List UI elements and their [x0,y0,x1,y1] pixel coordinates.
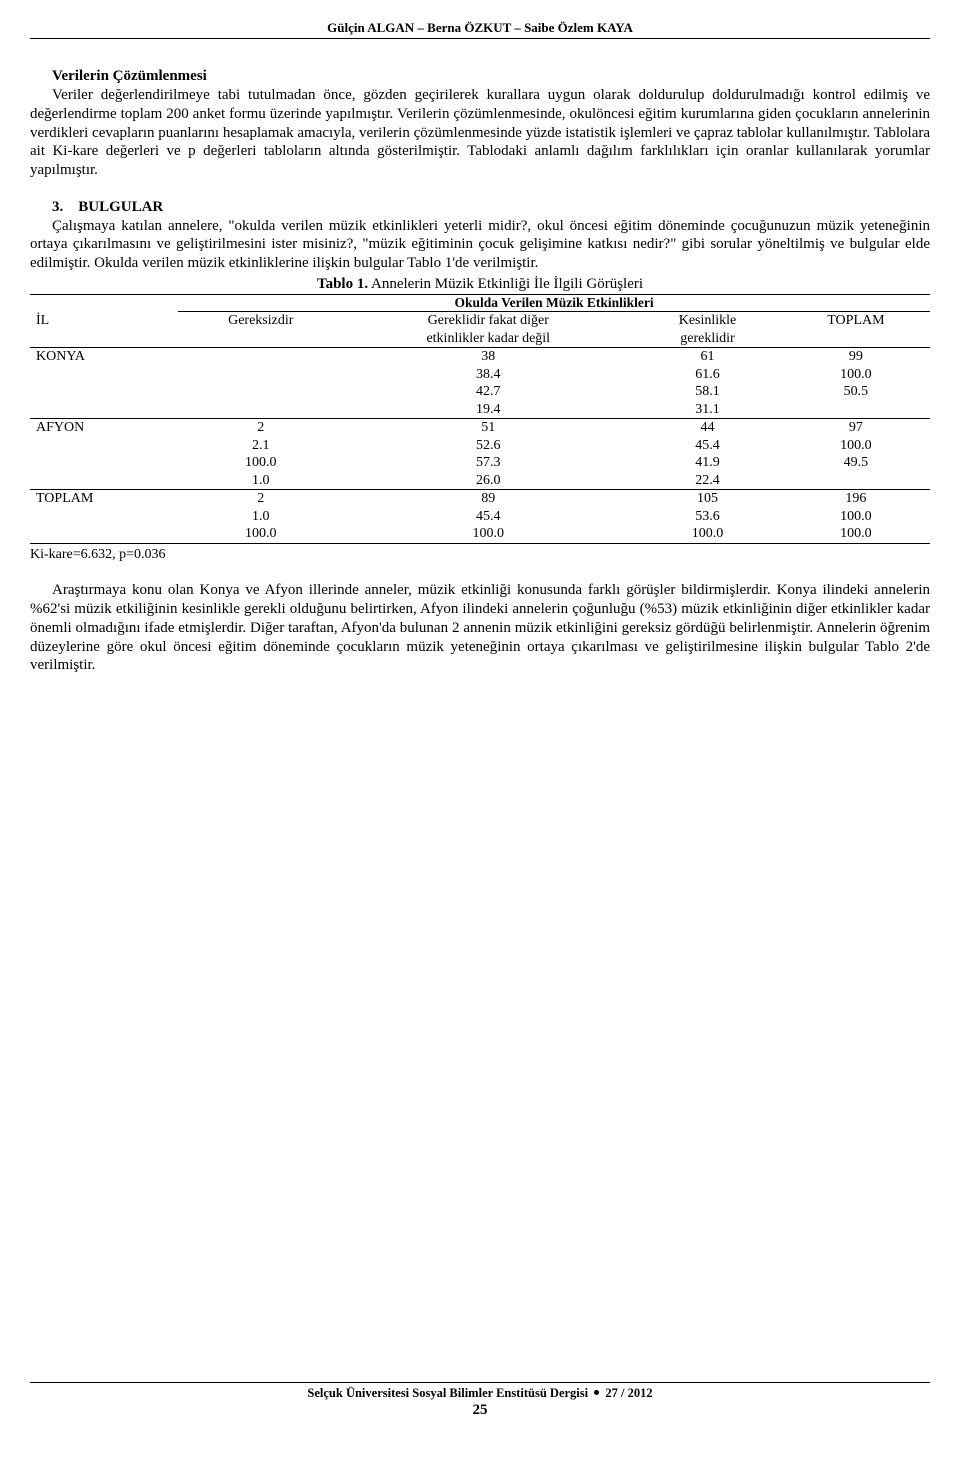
paragraph-after-table: Araştırmaya konu olan Konya ve Afyon ill… [30,581,930,675]
section3-heading-line: 3. BULGULAR [30,198,930,217]
cell: 61.6 [633,366,782,384]
col-gereklidir-l1: Gereklidir fakat diğer [349,312,627,330]
cell: 2.1 [178,437,343,455]
cell: 38 [343,348,633,366]
section3-num: 3. [52,199,63,215]
cell: 38.4 [343,366,633,384]
cell: 50.5 [782,383,930,401]
table1-title-rest: Annelerin Müzik Etkinliği İle İlgili Gör… [368,276,643,292]
col-il: İL [30,312,178,348]
col-kesinlikle-l1: Kesinlikle [639,312,776,330]
cell: 19.4 [343,401,633,419]
cell: 53.6 [633,508,782,526]
col-kesinlikle-l2: gereklidir [639,330,776,348]
cell [178,401,343,419]
cell: 100.0 [782,525,930,543]
section1-paragraph: Veriler değerlendirilmeye tabi tutulmada… [30,86,930,180]
cell: 1.0 [178,508,343,526]
cell: 97 [782,419,930,437]
cell [178,383,343,401]
cell: 100.0 [782,366,930,384]
cell: 45.4 [633,437,782,455]
dot-icon [594,1390,599,1395]
footer-issue: 27 / 2012 [605,1386,652,1400]
cell [782,401,930,419]
section-title-verilerin: Verilerin Çözümlenmesi [30,67,930,86]
cell: 57.3 [343,454,633,472]
cell [782,472,930,490]
cell: 196 [782,490,930,508]
cell: 2 [178,490,343,508]
cell: 100.0 [633,525,782,543]
cell: 100.0 [782,508,930,526]
row-konya-label: KONYA [30,348,178,366]
section3-title: BULGULAR [78,199,163,215]
row-afyon-label: AFYON [30,419,178,437]
cell: 45.4 [343,508,633,526]
cell: 58.1 [633,383,782,401]
cell: 100.0 [782,437,930,455]
page-footer: Selçuk Üniversitesi Sosyal Bilimler Enst… [30,1382,930,1420]
cell: 22.4 [633,472,782,490]
authors-text: Gülçin ALGAN – Berna ÖZKUT – Saibe Özlem… [327,20,633,35]
kikare-text: Ki-kare=6.632, p=0.036 [30,546,930,564]
cell: 49.5 [782,454,930,472]
cell: 100.0 [343,525,633,543]
cell: 100.0 [178,454,343,472]
col-gereksizdir: Gereksizdir [178,312,343,348]
col-gereklidir: Gereklidir fakat diğer etkinlikler kadar… [343,312,633,348]
cell: 44 [633,419,782,437]
table1-title: Tablo 1. Annelerin Müzik Etkinliği İle İ… [30,275,930,294]
section3-paragraph: Çalışmaya katılan annelere, "okulda veri… [30,217,930,273]
table1-subtitle: Okulda Verilen Müzik Etkinlikleri [184,295,924,312]
cell: 31.1 [633,401,782,419]
cell: 26.0 [343,472,633,490]
author-header: Gülçin ALGAN – Berna ÖZKUT – Saibe Özlem… [30,20,930,39]
footer-journal: Selçuk Üniversitesi Sosyal Bilimler Enst… [307,1386,588,1400]
row-toplam-label: TOPLAM [30,490,178,508]
page-number: 25 [30,1401,930,1420]
col-toplam: TOPLAM [782,312,930,348]
cell: 89 [343,490,633,508]
cell: 1.0 [178,472,343,490]
table1: Okulda Verilen Müzik Etkinlikleri İL Ger… [30,294,930,544]
cell [178,348,343,366]
table1-title-bold: Tablo 1. [317,276,368,292]
section-title-text: Verilerin Çözümlenmesi [52,68,207,84]
cell [178,366,343,384]
cell: 61 [633,348,782,366]
col-kesinlikle: Kesinlikle gereklidir [633,312,782,348]
col-gereklidir-l2: etkinlikler kadar değil [349,330,627,348]
cell: 100.0 [178,525,343,543]
cell: 51 [343,419,633,437]
cell: 2 [178,419,343,437]
cell: 105 [633,490,782,508]
cell: 42.7 [343,383,633,401]
cell: 52.6 [343,437,633,455]
cell: 41.9 [633,454,782,472]
cell: 99 [782,348,930,366]
